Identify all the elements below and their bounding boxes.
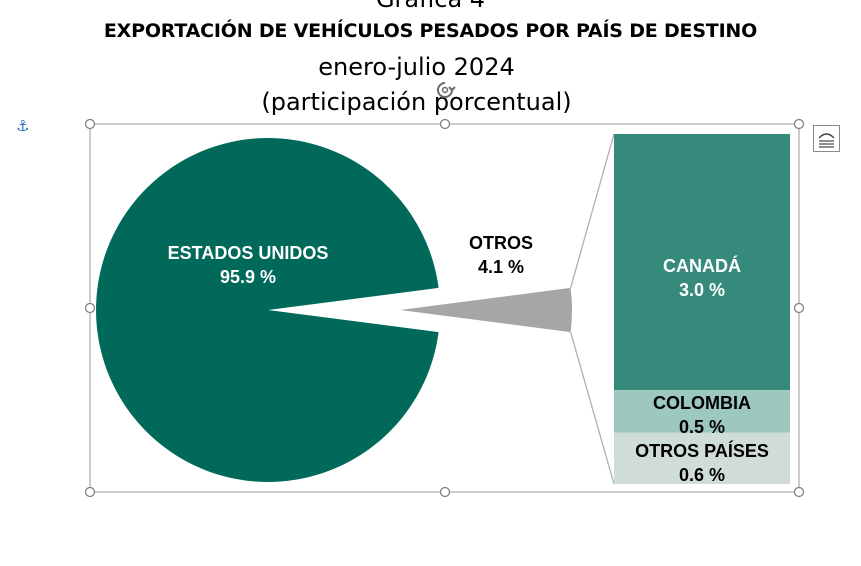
bar-label-otros-paises-line: OTROS PAÍSES: [635, 440, 769, 461]
layout-options-glyph: [818, 133, 835, 148]
bar-label-colombia-line: COLOMBIA: [653, 393, 751, 413]
pie-label-estados-unidos-line: ESTADOS UNIDOS: [168, 243, 329, 263]
chart-title: EXPORTACIÓN DE VEHÍCULOS PESADOS POR PAÍ…: [103, 20, 758, 42]
bar-label-canada-line: 3.0 %: [679, 280, 725, 300]
resize-handle[interactable]: [84, 486, 96, 498]
resize-handle[interactable]: [439, 486, 451, 498]
bar-segment-canad-: [614, 134, 790, 391]
pie-label-otros-line: OTROS: [469, 233, 533, 253]
pie-chart: [96, 137, 573, 482]
bar-label-otros-paises: OTROS PAÍSES 0.6 %: [635, 440, 769, 485]
resize-handle[interactable]: [439, 118, 451, 130]
pie-label-estados-unidos: ESTADOS UNIDOS 95.9 %: [168, 243, 329, 287]
pie-label-otros-line: 4.1 %: [478, 257, 524, 277]
rotate-handle-icon[interactable]: [433, 78, 457, 102]
pie-label-estados-unidos-line: 95.9 %: [220, 267, 276, 287]
bar-label-canada: CANADÁ 3.0 %: [663, 255, 741, 300]
resize-handle[interactable]: [84, 118, 96, 130]
figure-label: Gráfica 4: [0, 0, 861, 12]
bar-segment-otros-pa-ses: [614, 432, 790, 484]
bar-segment-colombia: [614, 390, 790, 433]
pie-label-otros: OTROS 4.1 %: [469, 233, 533, 277]
resize-handle[interactable]: [793, 118, 805, 130]
connector-line-bottom: [569, 331, 615, 485]
bar-breakdown: [614, 134, 790, 484]
pie-slice-estados-unidos: [96, 137, 439, 482]
data-labels: ESTADOS UNIDOS 95.9 % OTROS 4.1 % CANADÁ 3.0 …: [168, 233, 769, 485]
chart-subtitle-period: enero-julio 2024: [318, 53, 515, 81]
bar-label-otros-paises-line: 0.6 %: [679, 465, 725, 485]
resize-handles[interactable]: [84, 118, 805, 498]
resize-handle[interactable]: [84, 302, 96, 314]
resize-handle[interactable]: [793, 302, 805, 314]
anchor-icon[interactable]: ⚓: [16, 117, 30, 135]
connector-line-top: [569, 133, 615, 289]
pie-slice-otros: [400, 287, 573, 333]
bar-label-canada-line: CANADÁ: [663, 255, 741, 276]
bar-label-colombia-line: 0.5 %: [679, 417, 725, 437]
resize-handle[interactable]: [793, 486, 805, 498]
layout-options-icon[interactable]: [813, 125, 840, 152]
connector-lines: [569, 133, 615, 485]
chart-subtitle-units: (participación porcentual): [261, 88, 572, 116]
bar-label-colombia: COLOMBIA 0.5 %: [653, 393, 751, 437]
